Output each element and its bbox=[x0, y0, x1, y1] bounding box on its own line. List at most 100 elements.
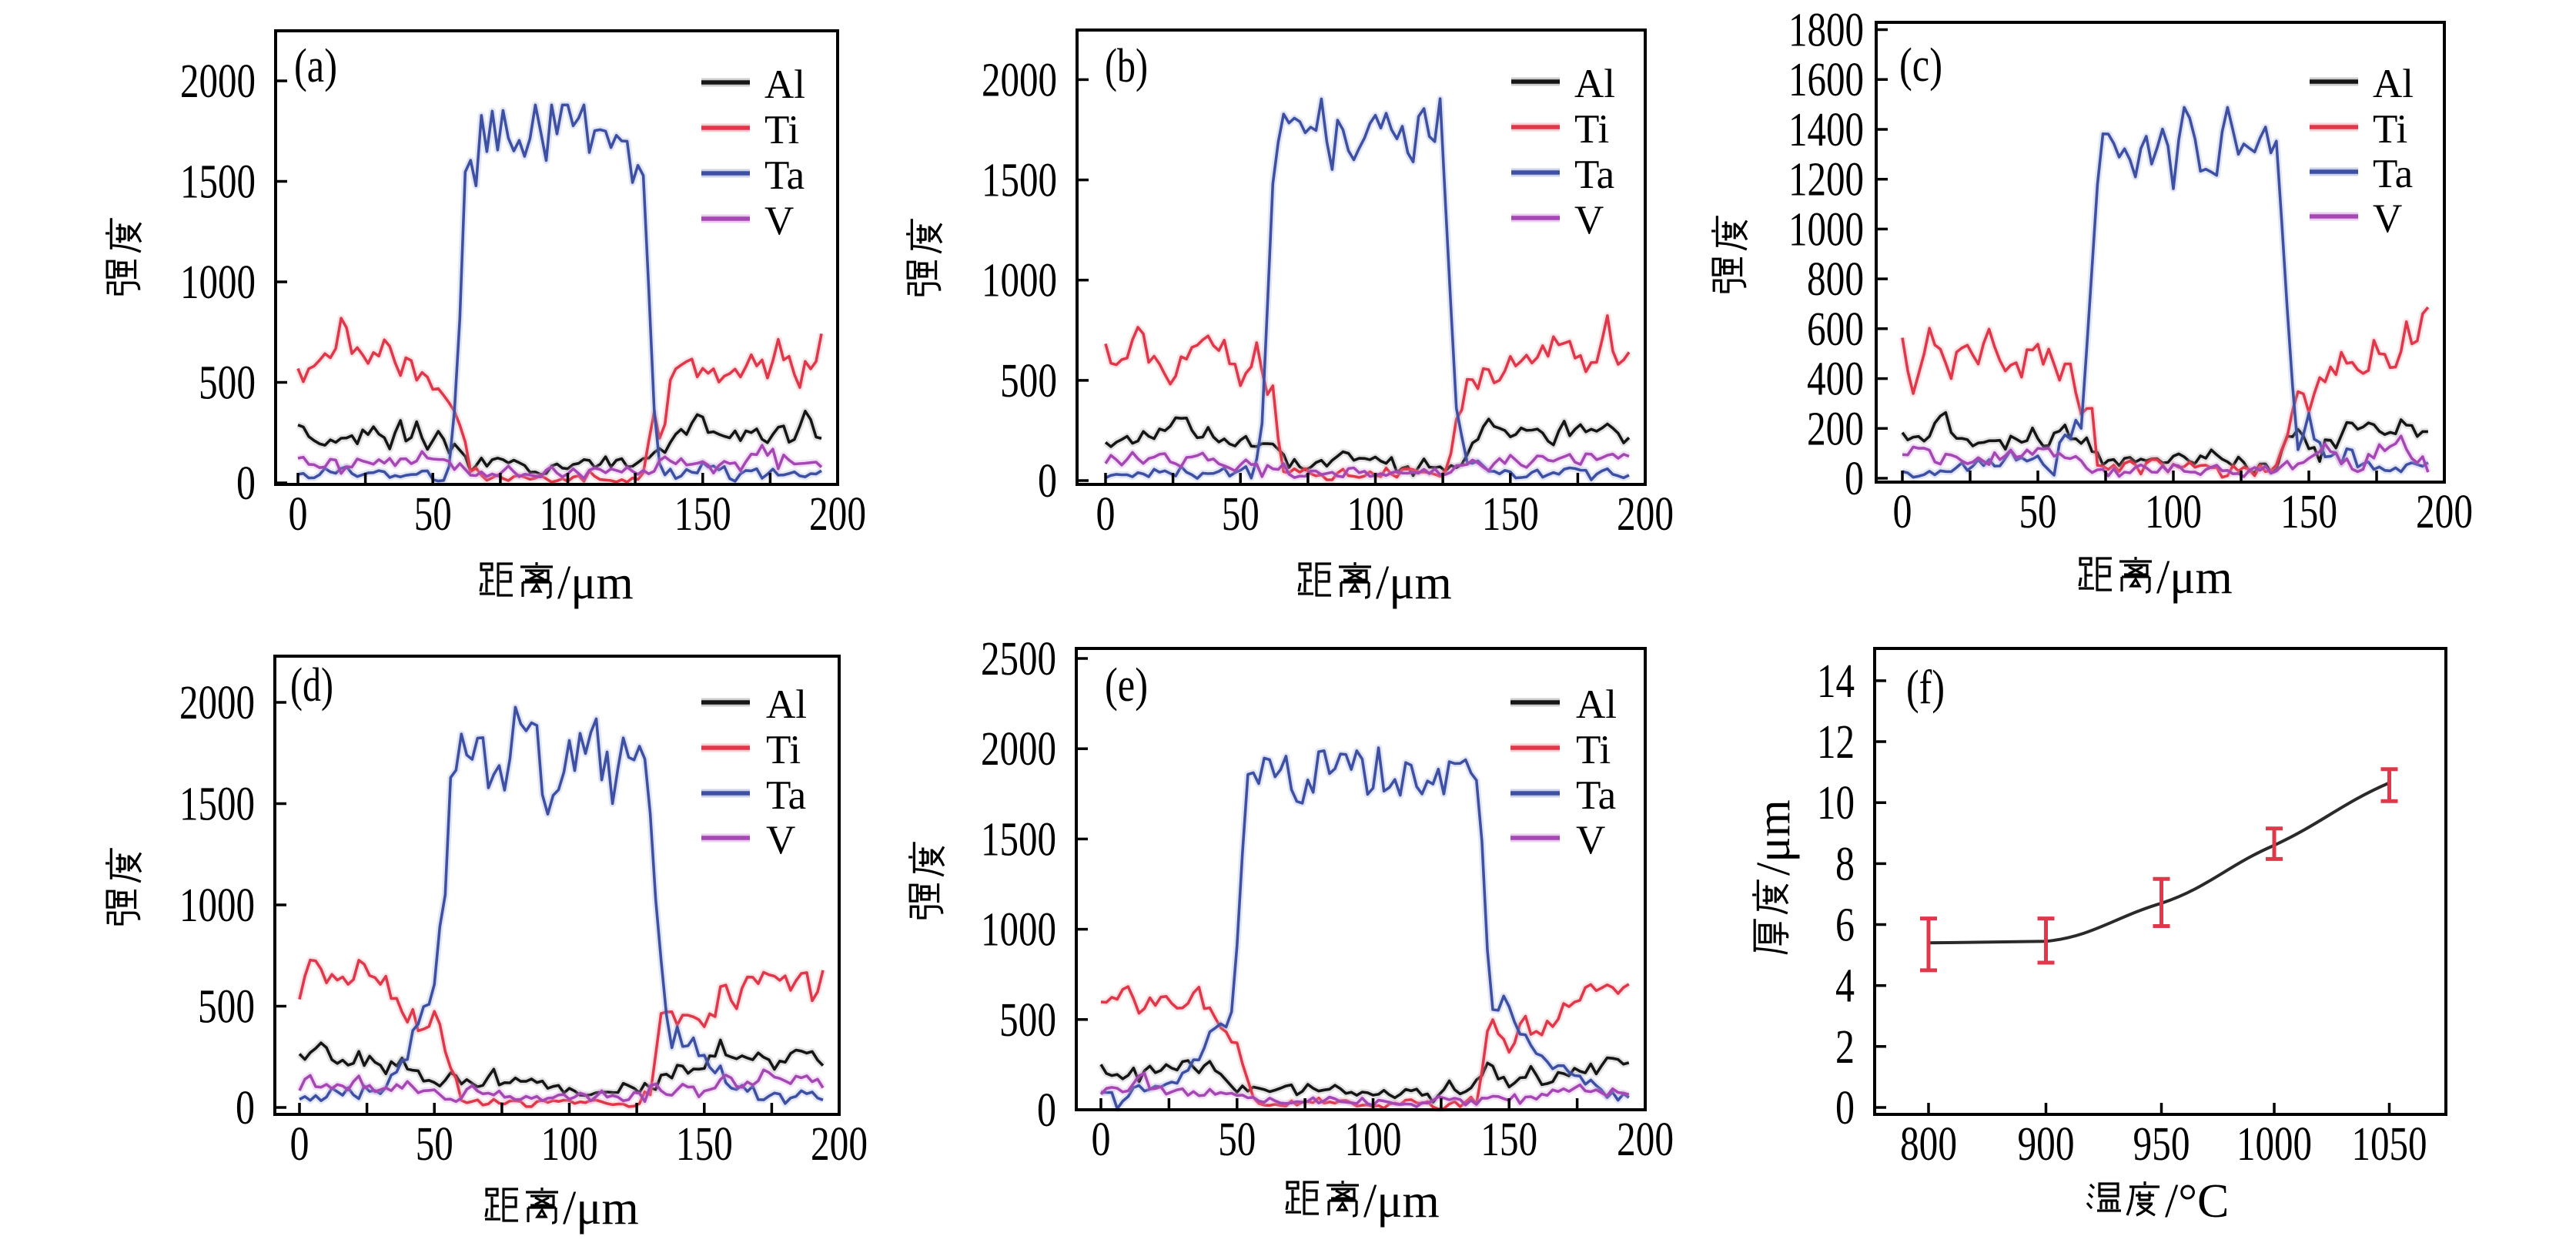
svg-text:1000: 1000 bbox=[180, 256, 256, 309]
svg-text:100: 100 bbox=[541, 1118, 598, 1171]
svg-text:1400: 1400 bbox=[1788, 104, 1864, 156]
svg-text:500: 500 bbox=[199, 357, 256, 410]
svg-text:(e): (e) bbox=[1105, 659, 1148, 712]
svg-text:1000: 1000 bbox=[1788, 203, 1864, 256]
svg-text:2000: 2000 bbox=[179, 677, 255, 729]
svg-text:1500: 1500 bbox=[179, 779, 255, 831]
svg-text:Al: Al bbox=[1576, 682, 1617, 727]
svg-text:Ti: Ti bbox=[2373, 107, 2407, 152]
svg-text:8: 8 bbox=[1835, 838, 1855, 890]
svg-text:1000: 1000 bbox=[982, 255, 1057, 307]
svg-text:900: 900 bbox=[2018, 1118, 2075, 1171]
svg-text:6: 6 bbox=[1835, 900, 1855, 952]
svg-text:500: 500 bbox=[1000, 355, 1057, 407]
svg-text:1500: 1500 bbox=[982, 155, 1057, 207]
svg-text:0: 0 bbox=[1037, 1084, 1056, 1137]
svg-text:Ti: Ti bbox=[1576, 728, 1611, 772]
svg-text:200: 200 bbox=[811, 1118, 868, 1171]
svg-text:600: 600 bbox=[1807, 303, 1864, 356]
svg-text:800: 800 bbox=[1900, 1118, 1957, 1171]
svg-text:12: 12 bbox=[1817, 716, 1855, 769]
svg-text:0: 0 bbox=[236, 1082, 255, 1134]
svg-text:150: 150 bbox=[1482, 488, 1539, 541]
svg-text:14: 14 bbox=[1817, 655, 1855, 708]
svg-text:50: 50 bbox=[2019, 486, 2057, 538]
svg-text:150: 150 bbox=[2280, 486, 2337, 538]
svg-text:(f): (f) bbox=[1906, 662, 1945, 714]
svg-text:1500: 1500 bbox=[981, 813, 1056, 866]
svg-text:100: 100 bbox=[1347, 488, 1404, 541]
svg-text:50: 50 bbox=[1218, 1114, 1256, 1166]
svg-text:(b): (b) bbox=[1105, 40, 1148, 92]
svg-text:200: 200 bbox=[1617, 1114, 1674, 1166]
svg-text:50: 50 bbox=[414, 488, 452, 541]
svg-text:1600: 1600 bbox=[1788, 54, 1864, 106]
svg-text:/μm: /μm bbox=[2156, 551, 2233, 604]
svg-text:1000: 1000 bbox=[2236, 1118, 2312, 1171]
svg-text:0: 0 bbox=[1096, 488, 1116, 541]
svg-text:200: 200 bbox=[2416, 486, 2473, 538]
svg-text:1200: 1200 bbox=[1788, 154, 1864, 206]
svg-text:/°C: /°C bbox=[2165, 1175, 2229, 1228]
svg-text:150: 150 bbox=[1480, 1114, 1537, 1166]
svg-text:50: 50 bbox=[1222, 488, 1260, 541]
svg-text:V: V bbox=[1576, 818, 1605, 863]
svg-text:50: 50 bbox=[416, 1118, 453, 1171]
svg-text:2000: 2000 bbox=[180, 55, 256, 108]
svg-text:/μm: /μm bbox=[1376, 557, 1452, 609]
svg-text:V: V bbox=[764, 199, 794, 243]
svg-text:0: 0 bbox=[289, 488, 308, 541]
svg-text:2: 2 bbox=[1835, 1021, 1855, 1074]
svg-text:1000: 1000 bbox=[179, 879, 255, 932]
svg-text:4: 4 bbox=[1835, 960, 1855, 1013]
svg-text:2000: 2000 bbox=[981, 723, 1056, 776]
svg-text:/μm: /μm bbox=[1748, 799, 1800, 876]
svg-text:10: 10 bbox=[1817, 777, 1855, 829]
svg-text:500: 500 bbox=[999, 994, 1056, 1047]
svg-text:Ta: Ta bbox=[1574, 152, 1614, 197]
svg-text:/μm: /μm bbox=[563, 1182, 639, 1235]
svg-text:150: 150 bbox=[674, 488, 731, 541]
svg-text:Al: Al bbox=[2373, 62, 2414, 106]
svg-text:0: 0 bbox=[1835, 1082, 1855, 1134]
svg-text:0: 0 bbox=[1038, 455, 1057, 508]
svg-text:Ta: Ta bbox=[2373, 152, 2413, 196]
svg-text:200: 200 bbox=[1617, 488, 1674, 541]
svg-text:Ti: Ti bbox=[764, 108, 799, 152]
svg-text:2500: 2500 bbox=[981, 633, 1056, 685]
svg-text:1050: 1050 bbox=[2352, 1118, 2427, 1171]
svg-text:Ta: Ta bbox=[766, 773, 806, 818]
svg-text:100: 100 bbox=[540, 488, 597, 541]
svg-text:1500: 1500 bbox=[180, 156, 256, 209]
svg-text:Ti: Ti bbox=[1574, 107, 1609, 152]
svg-text:200: 200 bbox=[1807, 403, 1864, 455]
svg-text:0: 0 bbox=[1893, 486, 1912, 538]
svg-text:/μm: /μm bbox=[557, 557, 634, 609]
svg-text:(a): (a) bbox=[294, 40, 337, 92]
svg-text:0: 0 bbox=[1845, 453, 1864, 505]
svg-text:1000: 1000 bbox=[981, 904, 1056, 957]
svg-text:950: 950 bbox=[2133, 1118, 2190, 1171]
svg-text:(c): (c) bbox=[1899, 39, 1942, 92]
svg-text:V: V bbox=[766, 818, 795, 863]
svg-text:1800: 1800 bbox=[1788, 5, 1864, 57]
svg-text:100: 100 bbox=[2145, 486, 2202, 538]
svg-text:V: V bbox=[2373, 196, 2402, 241]
svg-text:Al: Al bbox=[764, 62, 805, 107]
svg-text:0: 0 bbox=[290, 1118, 309, 1171]
svg-text:Ta: Ta bbox=[1576, 773, 1616, 818]
svg-text:800: 800 bbox=[1807, 253, 1864, 306]
svg-text:100: 100 bbox=[1345, 1114, 1402, 1166]
svg-text:200: 200 bbox=[809, 488, 866, 541]
svg-text:150: 150 bbox=[676, 1118, 733, 1171]
svg-text:V: V bbox=[1574, 198, 1604, 243]
svg-text:Ti: Ti bbox=[766, 728, 801, 772]
svg-text:0: 0 bbox=[236, 457, 256, 510]
svg-text:Ta: Ta bbox=[764, 153, 805, 198]
svg-text:Al: Al bbox=[766, 682, 807, 727]
svg-text:400: 400 bbox=[1807, 353, 1864, 406]
svg-text:(d): (d) bbox=[290, 659, 333, 712]
svg-text:/μm: /μm bbox=[1363, 1175, 1440, 1228]
svg-text:500: 500 bbox=[198, 981, 255, 1034]
svg-text:Al: Al bbox=[1574, 62, 1615, 106]
